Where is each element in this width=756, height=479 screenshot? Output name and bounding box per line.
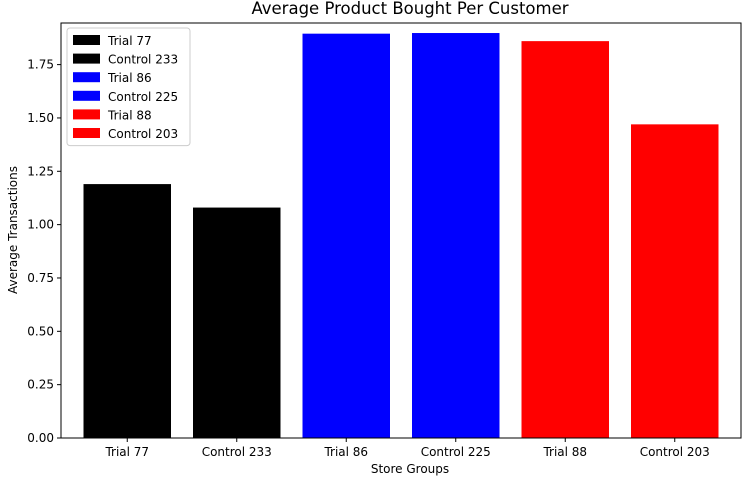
x-tick-label: Control 225	[421, 445, 491, 459]
bar-control-233	[193, 207, 281, 438]
legend-label: Control 225	[108, 90, 178, 104]
legend-swatch	[73, 53, 100, 64]
y-tick-label: 0.25	[27, 378, 54, 392]
legend-swatch	[73, 90, 100, 101]
y-axis-label: Average Transactions	[6, 166, 20, 294]
x-tick-label: Trial 86	[323, 445, 368, 459]
legend-swatch	[73, 109, 100, 120]
x-tick-label: Control 203	[640, 445, 710, 459]
bar-trial-86	[302, 33, 390, 438]
y-axis: 0.00 0.25 0.50 0.75 1.00 1.25 1.50 1.75	[27, 58, 61, 445]
x-axis: Trial 77 Control 233 Trial 86 Control 225 Tr…	[104, 438, 710, 459]
legend-label: Trial 88	[107, 108, 152, 122]
legend-label: Control 203	[108, 127, 178, 141]
bar-control-203	[631, 124, 719, 439]
x-tick-label: Trial 88	[542, 445, 587, 459]
y-tick-label: 0.00	[27, 431, 54, 445]
y-tick-label: 0.75	[27, 271, 54, 285]
axes-box	[60, 22, 742, 439]
y-tick-label: 1.25	[27, 164, 54, 178]
legend-label: Trial 77	[107, 34, 152, 48]
bars-layer	[83, 33, 719, 439]
bar-control-225	[412, 33, 500, 438]
legend-swatch	[73, 72, 100, 83]
legend-label: Control 233	[108, 53, 178, 67]
legend-swatch	[73, 128, 100, 138]
bar-trial-88	[521, 41, 609, 439]
chart-title: Average Product Bought Per Customer	[251, 0, 568, 18]
y-tick-label: 0.50	[27, 324, 54, 338]
bar-trial-77	[83, 184, 171, 438]
x-tick-label: Trial 77	[104, 445, 149, 459]
y-tick-label: 1.00	[27, 218, 54, 232]
x-tick-label: Control 233	[202, 445, 272, 459]
x-axis-label: Store Groups	[371, 462, 449, 476]
plot-frame	[60, 22, 742, 439]
legend-label: Trial 86	[107, 71, 152, 85]
legend-swatch	[73, 35, 100, 45]
y-tick-label: 1.50	[27, 111, 54, 125]
y-tick-label: 1.75	[27, 58, 54, 72]
legend: Trial 77 Control 233 Trial 86 Control 225 Tr…	[66, 27, 191, 147]
